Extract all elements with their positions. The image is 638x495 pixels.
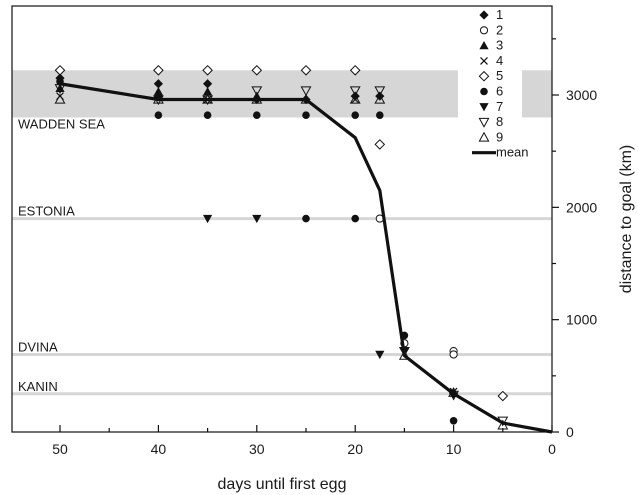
series-6-point-9 <box>302 214 310 223</box>
series-5-point-7 <box>497 390 509 402</box>
region-label-wadden-sea: WADDEN SEA <box>18 116 105 131</box>
points-layer <box>54 64 509 430</box>
series-6-point-2 <box>154 111 163 120</box>
series-5-point-2 <box>202 64 213 76</box>
y-tick-label-3000: 3000 <box>566 87 597 103</box>
legend-swatch-1 <box>479 10 489 20</box>
series-5-point-0 <box>54 64 66 76</box>
legend-label-mean: mean <box>496 145 529 160</box>
legend-swatch-5 <box>478 70 490 82</box>
legend-label-1: 1 <box>496 7 503 22</box>
legend-label-9: 9 <box>496 129 503 144</box>
series-6-point-7 <box>376 111 384 120</box>
legend-label-4: 4 <box>496 53 503 68</box>
series-6-point-11 <box>449 416 458 425</box>
legend-label-2: 2 <box>496 22 503 37</box>
series-5-point-4 <box>300 64 312 76</box>
region-band-wadden-sea-right <box>522 70 552 118</box>
series-9-point-0 <box>54 93 66 104</box>
legend-swatch-8 <box>478 117 490 128</box>
series-5-point-3 <box>251 64 263 76</box>
x-tick-label-20: 20 <box>347 441 363 457</box>
legend-label-7: 7 <box>496 99 503 114</box>
region-label-dvina: DVINA <box>18 339 58 354</box>
x-tick-label-30: 30 <box>249 441 265 457</box>
series-5-point-6 <box>374 139 386 150</box>
series-4-point-2 <box>351 95 360 104</box>
legend-swatch-3 <box>479 41 489 50</box>
series-6-point-8 <box>351 214 360 223</box>
y-tick-label-1000: 1000 <box>566 312 597 328</box>
mean-line-layer <box>59 82 553 434</box>
series-1-point-2 <box>203 79 213 89</box>
x-tick-label-50: 50 <box>52 441 68 457</box>
legend-label-3: 3 <box>496 38 503 53</box>
legend-swatch-4 <box>480 56 488 65</box>
series-6-point-5 <box>302 111 310 120</box>
series-6-point-3 <box>203 111 212 120</box>
series-5-point-1 <box>153 64 164 76</box>
legend-swatch-9 <box>478 131 490 142</box>
y-tick-label-2000: 2000 <box>566 199 597 215</box>
region-layer: WADDEN SEA ESTONIA DVINA KANIN <box>12 70 552 396</box>
legend-swatch-2 <box>479 26 489 35</box>
legend-label-8: 8 <box>496 114 503 129</box>
x-tick-label-0: 0 <box>548 441 556 457</box>
x-tick-label-40: 40 <box>151 441 167 457</box>
y-axis-label: distance to goal (km) <box>618 145 635 294</box>
series-6-point-4 <box>252 111 261 120</box>
series-5-point-5 <box>349 64 361 76</box>
series-2-point-3 <box>449 350 458 359</box>
series-7-point-2 <box>375 350 385 360</box>
region-label-estonia: ESTONIA <box>18 204 75 219</box>
legend-swatch-7 <box>479 103 489 112</box>
series-7-point-1 <box>252 214 262 224</box>
series-3-point-0 <box>55 83 65 92</box>
series-7-point-0 <box>203 214 213 224</box>
series-9-point-5 <box>349 93 361 104</box>
region-band-wadden-sea <box>12 70 458 118</box>
series-3-point-2 <box>203 87 213 96</box>
series-9-point-7 <box>398 349 410 360</box>
y-tick-label-0: 0 <box>566 424 574 440</box>
x-axis-label: days until first egg <box>218 476 347 493</box>
mean-line <box>59 82 553 434</box>
series-8-point-4 <box>300 86 312 97</box>
series-8-point-6 <box>374 86 386 97</box>
legend-label-5: 5 <box>496 68 503 83</box>
series-6-point-6 <box>351 111 360 120</box>
legend-label-6: 6 <box>496 84 503 99</box>
region-label-kanin: KANIN <box>18 379 58 394</box>
series-1-point-1 <box>153 79 163 89</box>
legend-swatch-6 <box>480 87 488 96</box>
x-tick-label-10: 10 <box>446 441 462 457</box>
series-9-point-6 <box>374 93 386 104</box>
series-8-point-5 <box>349 86 361 97</box>
series-8-point-3 <box>251 86 263 97</box>
plot-frame <box>11 5 553 433</box>
